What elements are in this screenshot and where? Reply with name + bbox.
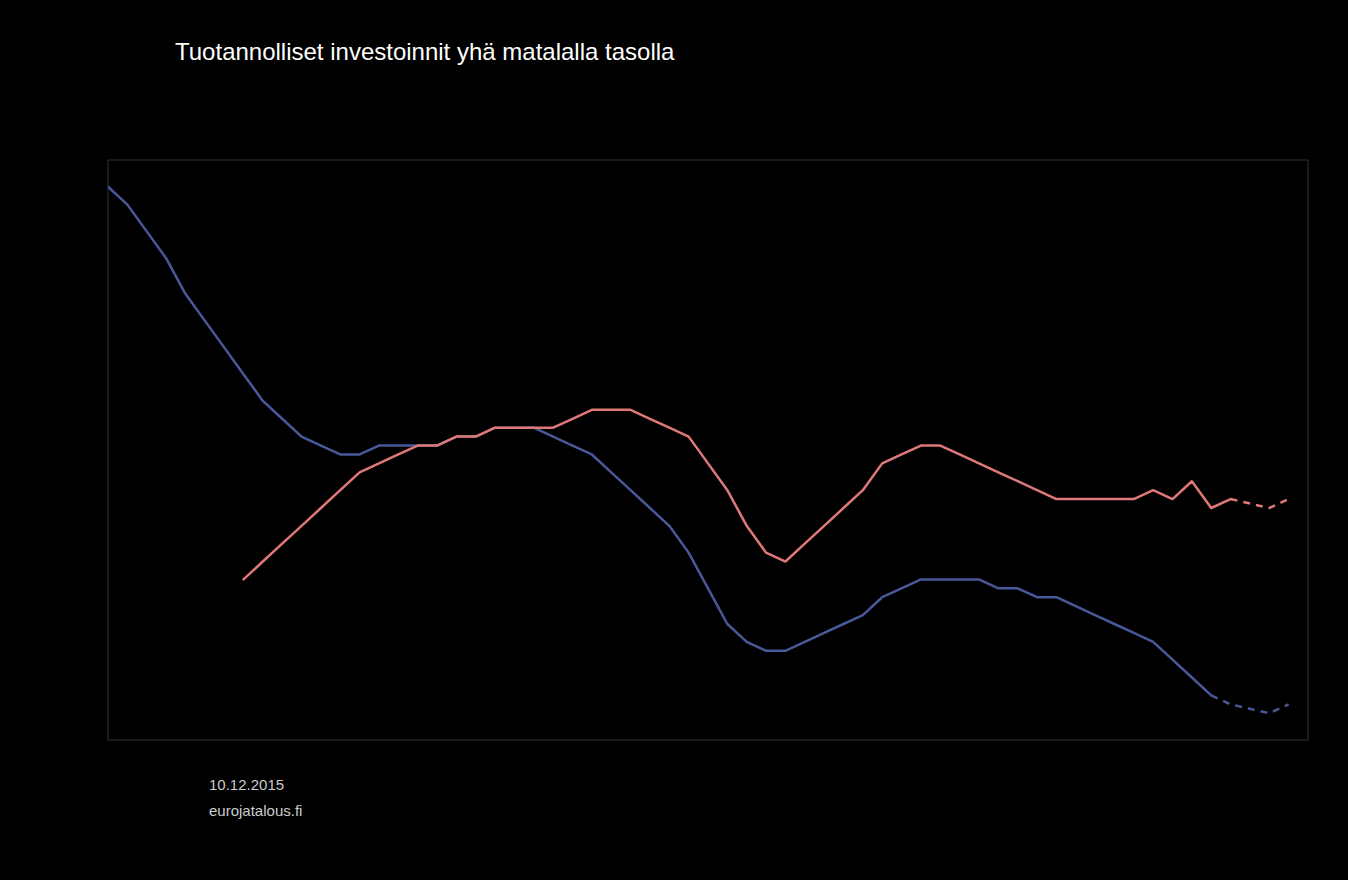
background <box>0 0 1348 880</box>
annotation: eurojatalous.fi <box>209 802 302 819</box>
line-series <box>243 410 1230 580</box>
plot-area <box>108 187 1289 713</box>
plot-frame <box>108 160 1308 740</box>
annotation: 10.12.2015 <box>209 776 284 793</box>
chart: Tuotannolliset investoinnit yhä matalall… <box>0 0 1348 880</box>
line-series <box>1231 499 1289 508</box>
title: Tuotannolliset investoinnit yhä matalall… <box>175 38 675 65</box>
line-series <box>1211 695 1288 713</box>
line-series <box>108 187 1211 696</box>
